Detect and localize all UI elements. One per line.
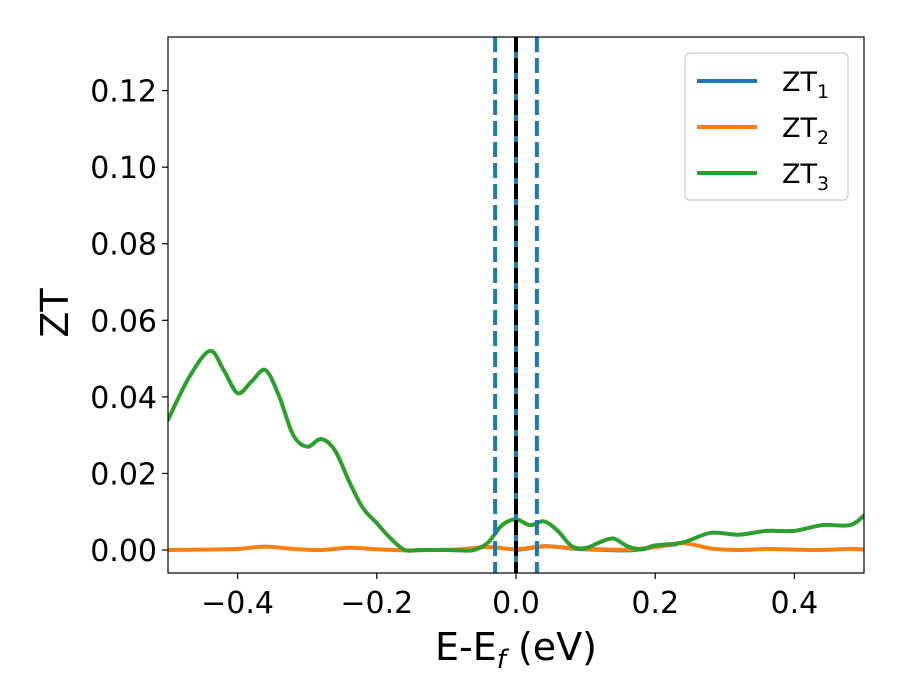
y-tick-label: 0.02 <box>90 457 157 492</box>
x-tick-label: −0.2 <box>340 586 413 621</box>
x-axis-label-unit: (eV) <box>506 625 597 669</box>
y-tick-label: 0.12 <box>90 75 157 110</box>
legend-label-zt2: ZT2 <box>782 113 829 149</box>
x-tick-label: 0.4 <box>771 586 819 621</box>
legend-label-zt1: ZT1 <box>782 67 829 103</box>
legend-box <box>684 52 849 201</box>
x-axis-label-main: E-E <box>435 625 497 669</box>
x-tick-label: 0.0 <box>492 586 540 621</box>
y-tick-label: 0.10 <box>90 151 157 186</box>
legend-label-main: ZT <box>782 159 817 190</box>
x-tick-label: −0.4 <box>201 586 274 621</box>
y-tick-label: 0.06 <box>90 304 157 339</box>
y-tick-label: 0.00 <box>90 534 157 569</box>
y-axis-label: ZT <box>33 288 77 338</box>
legend-label-main: ZT <box>782 67 817 98</box>
series-line-zt3 <box>168 348 864 553</box>
legend-label-subscript: 3 <box>817 173 829 195</box>
x-tick-label: 0.2 <box>631 586 679 621</box>
plot-layer <box>168 37 864 573</box>
axes-layer: −0.4 −0.2 0.0 0.2 0.4 0.00 0.02 0.04 0.06 0.08 0.1… <box>33 36 865 675</box>
x-axis-label: E-Ef (eV) <box>435 625 597 675</box>
y-tick-label: 0.04 <box>90 381 157 416</box>
y-tick-label: 0.08 <box>90 228 157 263</box>
series-line-zt2 <box>168 541 864 553</box>
legend-label-zt3: ZT3 <box>782 159 829 195</box>
legend-label-subscript: 2 <box>817 127 829 149</box>
legend-label-main: ZT <box>782 113 817 144</box>
legend-label-subscript: 1 <box>817 81 829 103</box>
series-group <box>168 37 864 573</box>
